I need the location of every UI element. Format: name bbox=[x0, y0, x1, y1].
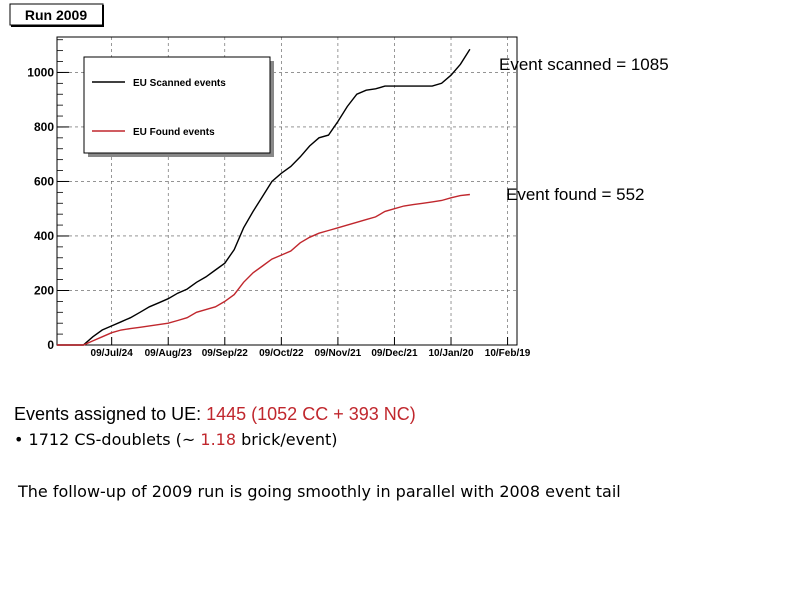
events-assigned-value: 1445 (1052 CC + 393 NC) bbox=[206, 404, 416, 424]
gridlines bbox=[57, 37, 517, 345]
cs-doublets-line: • 1712 CS-doublets (~ 1.18 brick/event) bbox=[14, 430, 338, 449]
series-lines bbox=[57, 48, 471, 346]
events-assigned-label: Events assigned to UE: bbox=[14, 404, 207, 424]
x-tick-label: 09/Dec/21 bbox=[371, 348, 418, 359]
x-tick-label: 09/Oct/22 bbox=[259, 348, 304, 359]
series-line-scanned bbox=[57, 48, 471, 346]
cs-doublets-label: • 1712 CS-doublets (~ bbox=[14, 430, 201, 449]
x-tick-label: 10/Feb/19 bbox=[485, 348, 531, 359]
follow-up-note: The follow-up of 2009 run is going smoot… bbox=[18, 482, 621, 501]
chart: 09/Jul/24 09/Aug/23 09/Sep/22 09/Oct/22 09/N… bbox=[9, 3, 531, 359]
y-tick-label: 1000 bbox=[27, 65, 54, 79]
chart-title: Run 2009 bbox=[25, 7, 87, 23]
y-tick-label: 400 bbox=[34, 229, 54, 243]
legend: EU Scanned events EU Found events bbox=[83, 56, 274, 157]
cs-doublets-suffix: brick/event) bbox=[236, 430, 338, 449]
brick-per-event-value: 1.18 bbox=[200, 430, 237, 449]
x-tick-label: 09/Aug/23 bbox=[145, 348, 193, 359]
events-assigned-line: Events assigned to UE: 1445 (1052 CC + 3… bbox=[14, 404, 416, 425]
x-tick-label: 09/Sep/22 bbox=[202, 348, 249, 359]
legend-box bbox=[83, 56, 271, 154]
axis-ticks: 09/Jul/24 09/Aug/23 09/Sep/22 09/Oct/22 09/N… bbox=[27, 39, 531, 359]
x-tick-label: 09/Nov/21 bbox=[315, 348, 362, 359]
chart-title-box: Run 2009 bbox=[9, 3, 104, 27]
legend-label: EU Found events bbox=[133, 127, 215, 138]
y-tick-label: 0 bbox=[47, 338, 54, 352]
annotation-scanned: Event scanned = 1085 bbox=[499, 55, 669, 74]
y-tick-label: 600 bbox=[34, 174, 54, 188]
x-tick-label: 09/Jul/24 bbox=[91, 348, 134, 359]
legend-label: EU Scanned events bbox=[133, 78, 226, 89]
plot-frame bbox=[56, 36, 518, 346]
y-tick-label: 200 bbox=[34, 283, 54, 297]
series-line-found bbox=[57, 193, 470, 346]
x-tick-label: 10/Jan/20 bbox=[428, 348, 473, 359]
y-tick-label: 800 bbox=[34, 120, 54, 134]
annotation-found: Event found = 552 bbox=[506, 185, 645, 204]
